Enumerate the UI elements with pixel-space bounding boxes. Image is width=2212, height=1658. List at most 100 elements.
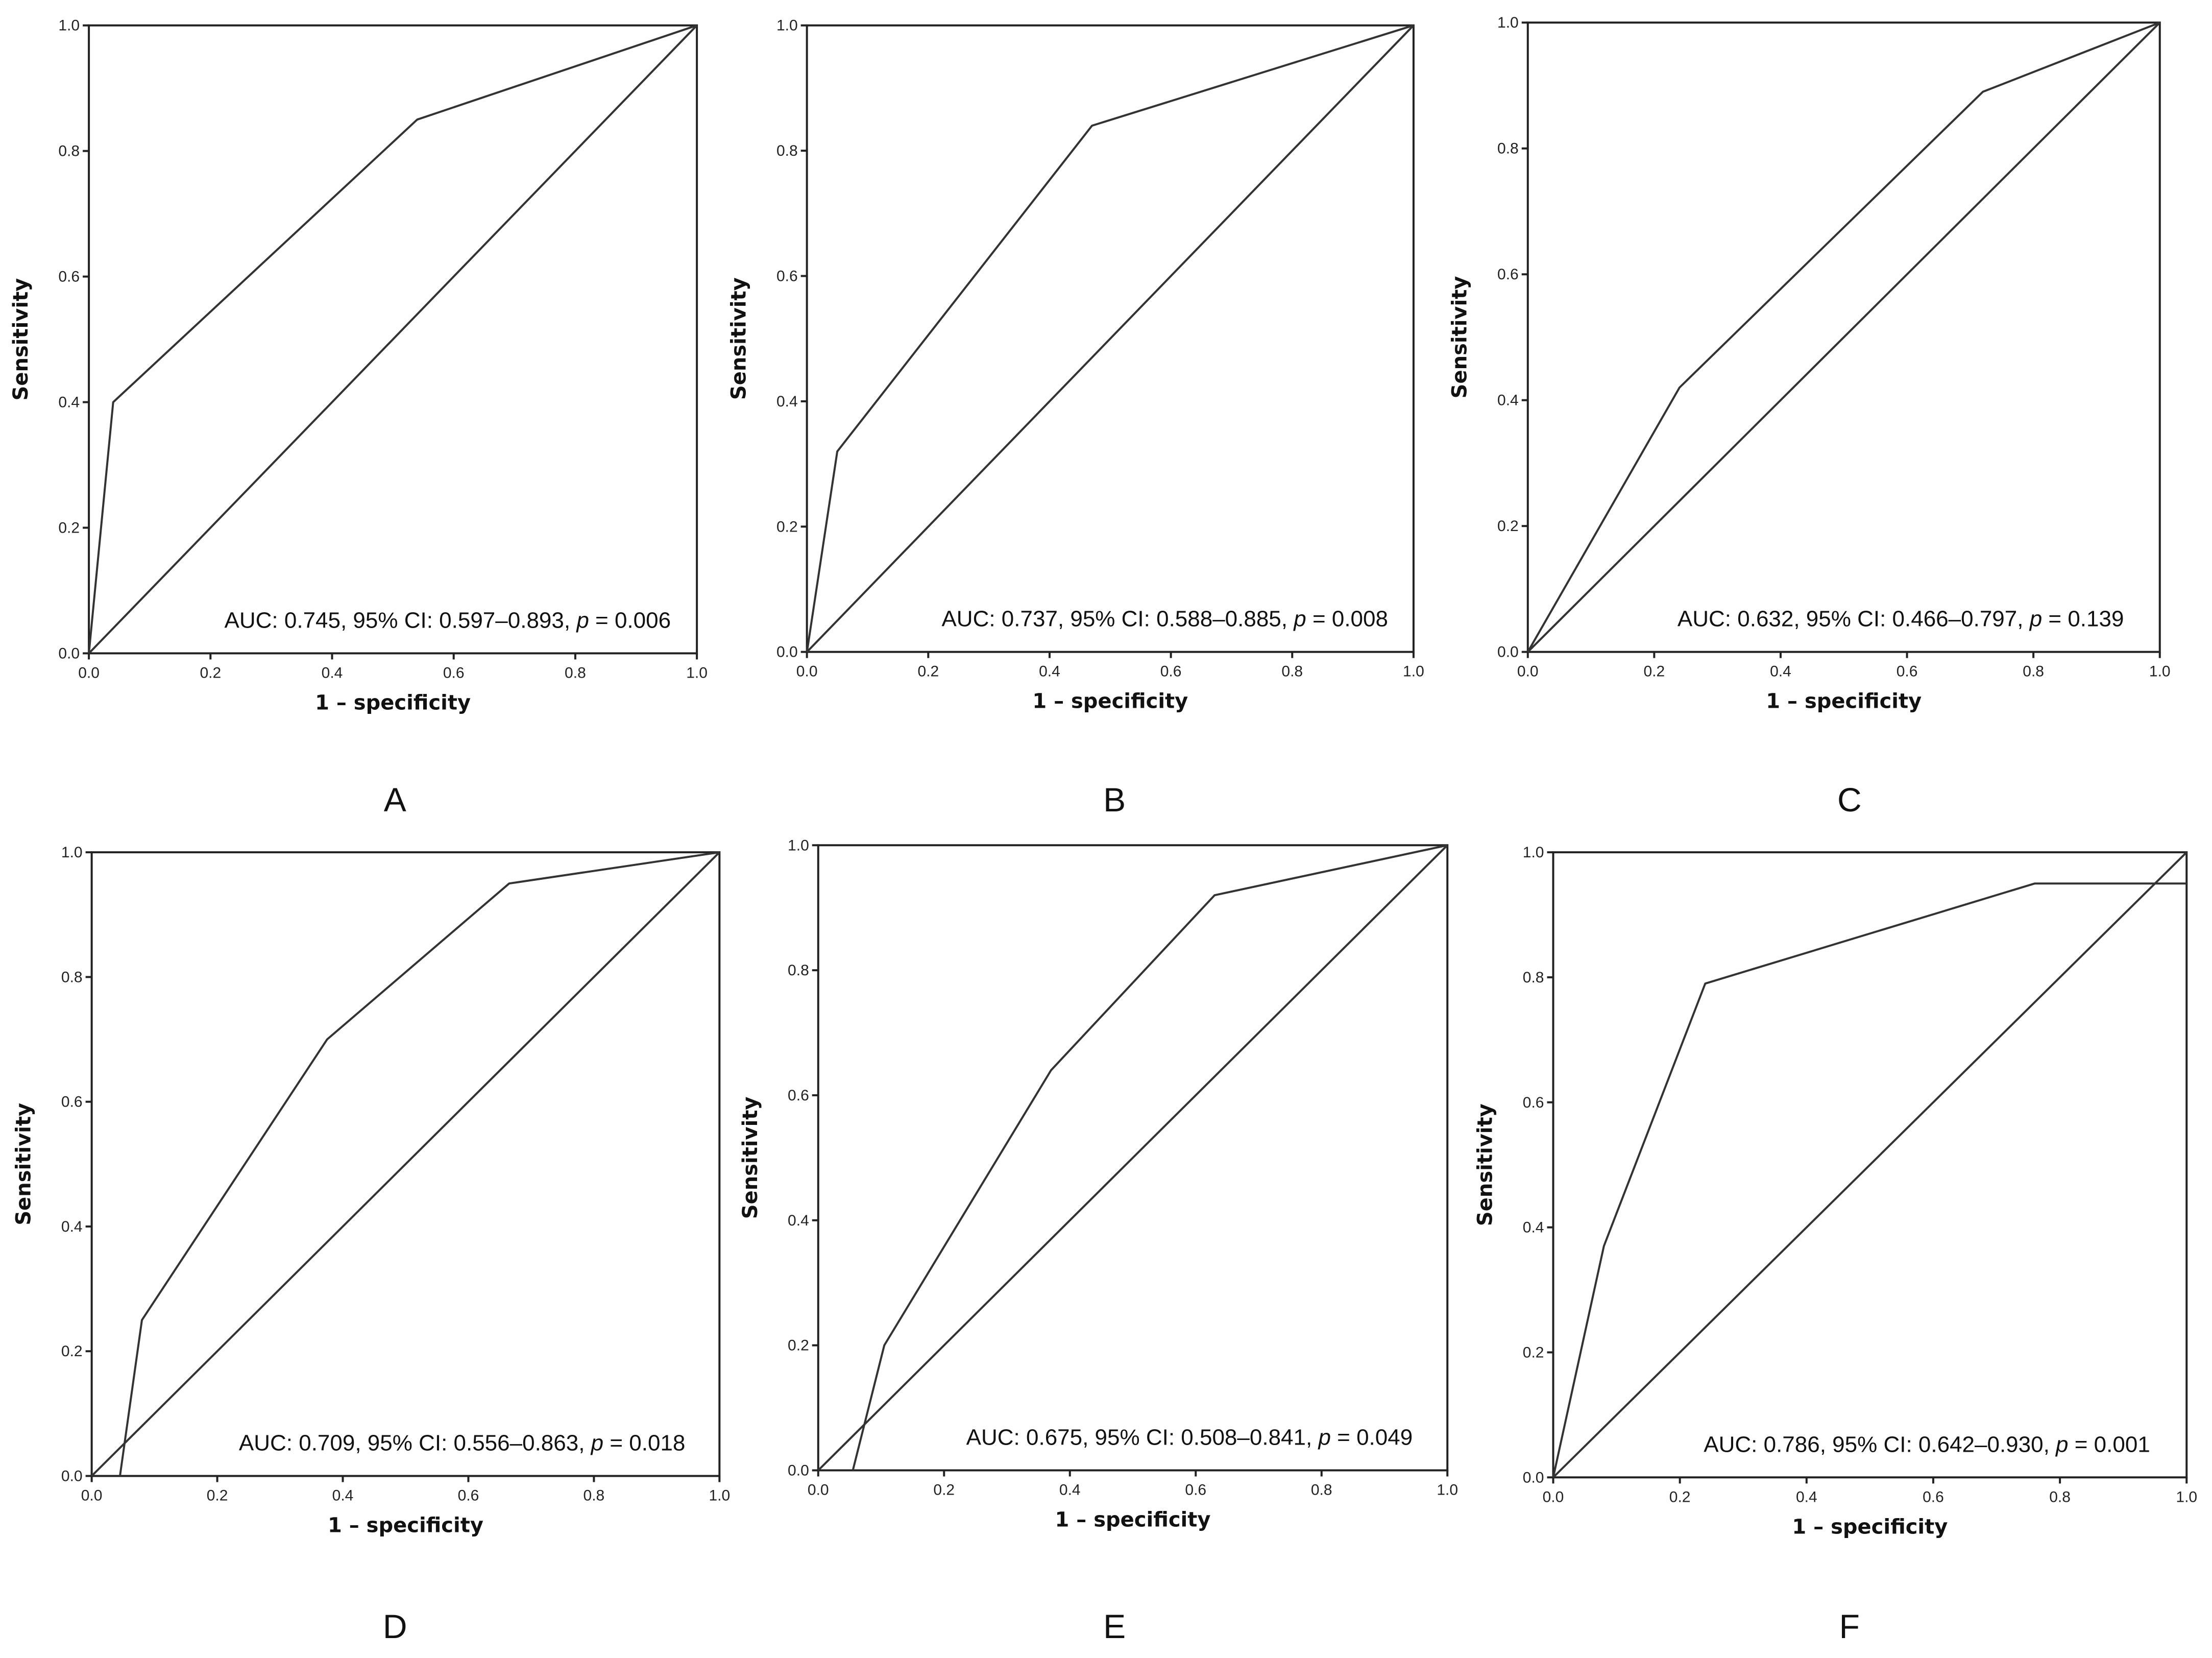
p-symbol: p <box>2029 607 2042 632</box>
panel-letter: E <box>1103 1607 1126 1645</box>
y-tick-label: 0.8 <box>1497 140 1519 157</box>
y-tick-label: 1.0 <box>788 837 809 854</box>
y-tick-label: 0.8 <box>61 969 83 986</box>
x-tick-label: 1.0 <box>1403 663 1424 680</box>
x-axis-label: 1 – specificity <box>1792 1515 1948 1539</box>
auc-annotation: AUC: 0.675, 95% CI: 0.508–0.841, p = 0.0… <box>966 1425 1413 1450</box>
auc-text: AUC: 0.675, 95% CI: 0.508–0.841, <box>966 1425 1319 1450</box>
p-symbol: p <box>1293 607 1306 632</box>
y-tick-label: 0.0 <box>1497 644 1519 661</box>
x-tick-label: 1.0 <box>709 1487 730 1504</box>
p-value: = 0.006 <box>589 608 671 633</box>
y-tick-label: 0.4 <box>1523 1219 1544 1236</box>
y-tick-label: 0.2 <box>61 1343 83 1360</box>
panel-letter: D <box>383 1607 407 1645</box>
x-tick-label: 0.2 <box>933 1481 955 1498</box>
y-tick-label: 0.6 <box>58 269 80 285</box>
plot-frame <box>88 24 698 655</box>
reference-diagonal-line <box>1527 21 2161 653</box>
y-tick-label: 0.8 <box>788 962 809 979</box>
x-tick-label: 0.8 <box>565 664 586 681</box>
roc-curve-line <box>88 24 697 654</box>
y-tick-label: 0.0 <box>1523 1469 1544 1486</box>
auc-text: AUC: 0.709, 95% CI: 0.556–0.863, <box>239 1431 591 1456</box>
y-tick-label: 0.4 <box>1497 392 1519 409</box>
y-axis-label: Sensitivity <box>1448 276 1472 399</box>
y-tick-label: 0.6 <box>1523 1094 1544 1111</box>
p-value: = 0.139 <box>2042 607 2124 632</box>
y-tick-label: 0.8 <box>58 143 80 160</box>
x-tick-label: 0.0 <box>81 1487 103 1504</box>
y-tick-label: 0.2 <box>58 520 80 537</box>
x-tick-label: 1.0 <box>1437 1481 1458 1498</box>
reference-diagonal-line <box>88 25 698 654</box>
y-tick-label: 0.8 <box>776 142 798 159</box>
x-tick-label: 0.4 <box>332 1487 354 1504</box>
x-tick-label: 0.6 <box>458 1487 479 1504</box>
x-axis-label: 1 – specificity <box>1032 690 1188 713</box>
panel-letter: A <box>384 781 406 819</box>
x-tick-label: 0.6 <box>1160 663 1182 680</box>
p-symbol: p <box>1317 1425 1330 1450</box>
y-tick-label: 0.2 <box>776 518 798 535</box>
x-axis-label: 1 – specificity <box>1055 1508 1211 1531</box>
y-tick-label: 0.4 <box>788 1212 809 1229</box>
chart-panel-f: 0.0 0.2 0.4 0.6 0.8 1.0 0.0 0.2 0.4 0.6 0.8 1.0 1 – … <box>1473 844 2197 1645</box>
x-tick-label: 0.0 <box>1543 1488 1564 1505</box>
x-tick-label: 0.2 <box>1669 1488 1691 1505</box>
chart-panel-c: 0.0 0.2 0.4 0.6 0.8 1.0 0.0 0.2 0.4 0.6 0.8 1.0 1 – … <box>1448 14 2171 819</box>
chart-panel-d: 0.0 0.2 0.4 0.6 0.8 1.0 0.0 0.2 0.4 0.6 0.8 1.0 1 – … <box>12 844 731 1645</box>
x-axis-label: 1 – specificity <box>1766 690 1922 713</box>
x-tick-label: 0.6 <box>1185 1481 1206 1498</box>
plot-frame <box>90 851 721 1477</box>
y-axis-label: Sensitivity <box>727 277 751 400</box>
plot-frame <box>1526 21 2161 653</box>
auc-annotation: AUC: 0.745, 95% CI: 0.597–0.893, p = 0.0… <box>225 608 671 633</box>
p-symbol: p <box>590 1431 603 1456</box>
y-axis-label: Sensitivity <box>12 1103 36 1226</box>
auc-annotation: AUC: 0.709, 95% CI: 0.556–0.863, p = 0.0… <box>239 1431 686 1456</box>
x-tick-label: 0.4 <box>1059 1481 1081 1498</box>
x-tick-label: 0.6 <box>1923 1488 1944 1505</box>
plot-frame <box>817 844 1449 1472</box>
y-tick-label: 0.4 <box>58 394 80 411</box>
auc-text: AUC: 0.745, 95% CI: 0.597–0.893, <box>225 608 577 633</box>
y-tick-label: 0.6 <box>1497 266 1519 283</box>
plot-frame <box>806 24 1415 653</box>
x-tick-label: 0.8 <box>1281 663 1303 680</box>
panel-letter: F <box>1839 1607 1860 1645</box>
y-tick-label: 0.0 <box>58 645 80 662</box>
panel-letter: C <box>1837 781 1862 819</box>
x-axis-label: 1 – specificity <box>328 1514 483 1537</box>
auc-annotation: AUC: 0.632, 95% CI: 0.466–0.797, p = 0.1… <box>1678 607 2124 632</box>
plot-frame <box>1552 851 2188 1479</box>
y-tick-label: 1.0 <box>58 17 80 34</box>
roc-curve-line <box>1527 21 2160 653</box>
x-tick-label: 0.2 <box>207 1487 228 1504</box>
chart-panel-a: 0.0 0.2 0.4 0.6 0.8 1.0 0.0 0.2 0.4 0.6 0.8 1.0 1 – … <box>9 17 708 819</box>
auc-text: AUC: 0.632, 95% CI: 0.466–0.797, <box>1678 607 2030 632</box>
x-tick-label: 0.0 <box>1517 663 1539 680</box>
reference-diagonal-line <box>817 844 1448 1471</box>
x-tick-label: 0.8 <box>1311 1481 1332 1498</box>
y-tick-label: 1.0 <box>61 844 83 861</box>
y-tick-label: 0.0 <box>776 644 798 661</box>
y-tick-label: 1.0 <box>1497 14 1519 31</box>
y-axis-label: Sensitivity <box>739 1096 762 1219</box>
reference-diagonal-line <box>91 851 720 1477</box>
y-tick-label: 0.6 <box>61 1094 83 1111</box>
y-tick-label: 0.2 <box>788 1337 809 1354</box>
auc-text: AUC: 0.737, 95% CI: 0.588–0.885, <box>941 607 1294 632</box>
auc-annotation: AUC: 0.786, 95% CI: 0.642–0.930, p = 0.0… <box>1704 1432 2150 1457</box>
y-tick-label: 0.4 <box>776 393 798 410</box>
roc-curve-line <box>806 24 1414 652</box>
auc-text: AUC: 0.786, 95% CI: 0.642–0.930, <box>1704 1432 2056 1457</box>
y-tick-label: 0.2 <box>1523 1344 1544 1361</box>
x-tick-label: 0.8 <box>2049 1488 2071 1505</box>
x-tick-label: 0.2 <box>1643 663 1665 680</box>
y-tick-label: 0.0 <box>788 1462 809 1479</box>
x-tick-label: 0.2 <box>917 663 939 680</box>
chart-panel-e: 0.0 0.2 0.4 0.6 0.8 1.0 0.0 0.2 0.4 0.6 0.8 1.0 1 – … <box>739 837 1458 1645</box>
y-tick-label: 0.0 <box>61 1468 83 1485</box>
y-tick-label: 0.4 <box>61 1218 83 1235</box>
